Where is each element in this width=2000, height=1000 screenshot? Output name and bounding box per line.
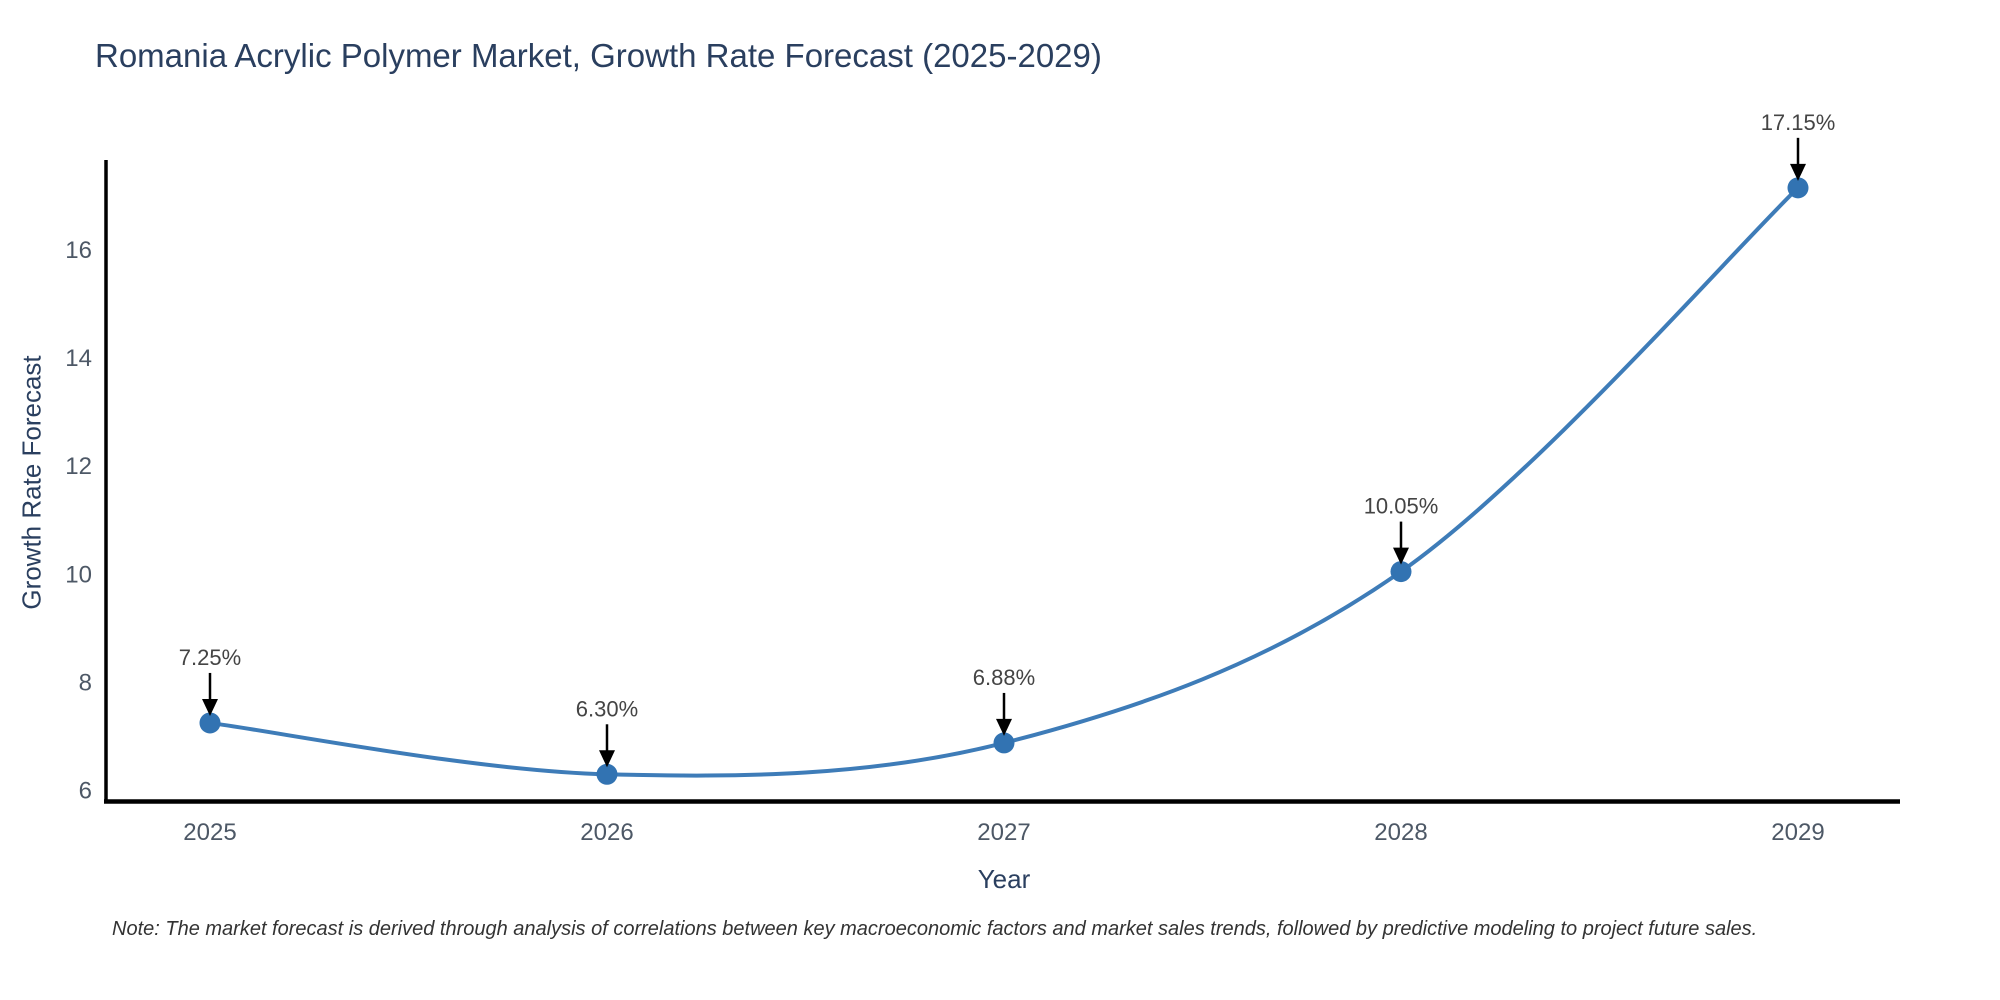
data-point-marker <box>1390 561 1412 583</box>
y-tick-label: 16 <box>65 237 92 264</box>
chart-title: Romania Acrylic Polymer Market, Growth R… <box>95 37 1102 74</box>
x-axis-title: Year <box>977 864 1031 894</box>
y-tick-label: 12 <box>65 453 92 480</box>
y-tick-label: 14 <box>65 345 92 372</box>
data-point-marker <box>1787 177 1809 199</box>
annotation-arrowhead <box>996 718 1012 736</box>
y-tick-label: 8 <box>79 669 92 696</box>
x-tick-label: 2026 <box>580 819 633 846</box>
x-tick-label: 2025 <box>183 819 236 846</box>
y-tick-label: 6 <box>79 778 92 805</box>
data-point-marker <box>596 763 618 785</box>
annotation-label: 7.25% <box>179 645 241 670</box>
x-tick-label: 2029 <box>1771 819 1824 846</box>
data-point-marker <box>199 712 221 734</box>
annotation-arrowhead <box>1393 547 1409 565</box>
annotation-label: 10.05% <box>1364 494 1439 519</box>
annotation-label: 6.30% <box>576 696 638 721</box>
x-tick-label: 2028 <box>1374 819 1427 846</box>
y-tick-label: 10 <box>65 561 92 588</box>
annotation-arrowhead <box>599 750 615 768</box>
annotation-label: 6.88% <box>973 665 1035 690</box>
data-point-marker <box>993 732 1015 754</box>
footnote: Note: The market forecast is derived thr… <box>112 918 1758 940</box>
x-tick-label: 2027 <box>977 819 1030 846</box>
y-axis-title: Growth Rate Forecast <box>16 355 47 610</box>
annotation-arrowhead <box>1790 163 1806 181</box>
annotation-arrowhead <box>202 698 218 716</box>
annotation-label: 17.15% <box>1761 110 1836 135</box>
